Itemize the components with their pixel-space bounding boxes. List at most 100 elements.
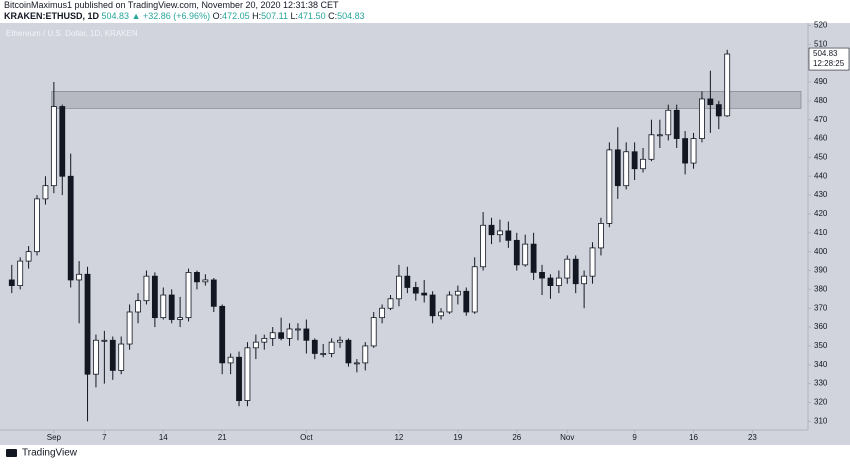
- candle-body: [690, 138, 697, 164]
- candle-body: [547, 277, 554, 286]
- y-tick-label: 310: [814, 416, 828, 425]
- candle-body: [269, 332, 276, 339]
- x-tick-label: 9: [632, 433, 637, 442]
- y-tick-label: 460: [814, 134, 828, 143]
- candle-body: [328, 341, 335, 354]
- candle-body: [488, 224, 495, 236]
- y-tick-label: 380: [814, 284, 828, 293]
- l-label: L:: [290, 11, 299, 21]
- candle-body: [665, 109, 672, 136]
- candle-body: [185, 272, 192, 319]
- candle-body: [564, 258, 571, 279]
- candle-body: [286, 328, 293, 339]
- candle-body: [194, 272, 200, 283]
- candle-body: [387, 298, 394, 309]
- candle-body: [715, 104, 722, 117]
- x-tick-label: 7: [102, 433, 107, 442]
- c-label: C:: [328, 11, 338, 21]
- candle-body: [135, 300, 141, 313]
- quote-line: KRAKEN:ETHUSD, 1D 504.83 ▲ +32.86 (+6.96…: [4, 11, 850, 22]
- x-tick-label: Oct: [300, 433, 313, 442]
- last: 504.83: [101, 11, 130, 21]
- x-tick-label: 16: [689, 433, 698, 442]
- candle-body: [252, 341, 259, 349]
- candle-body: [353, 362, 360, 365]
- candle-body: [244, 347, 251, 401]
- y-tick-label: 420: [814, 209, 828, 218]
- y-tick-label: 360: [814, 322, 828, 331]
- last-price-label: 504.83: [813, 49, 838, 58]
- y-tick-label: 480: [814, 96, 828, 105]
- candle-body: [572, 258, 579, 285]
- x-tick-label: 12: [394, 433, 403, 442]
- y-tick-label: 440: [814, 171, 828, 180]
- x-tick-label: 21: [218, 433, 227, 442]
- candle-body: [76, 273, 83, 281]
- candle-body: [160, 294, 167, 319]
- candle-body: [25, 251, 32, 262]
- chart-title: Ethereum / U.S. Dollar, 1D, KRAKEN: [6, 29, 138, 38]
- o: 472.05: [222, 11, 250, 21]
- candle-body: [311, 339, 318, 354]
- y-tick-label: 370: [814, 303, 828, 312]
- y-tick-label: 320: [814, 398, 828, 407]
- candle-body: [177, 317, 184, 320]
- candle-body: [202, 279, 209, 283]
- candle-body: [656, 134, 663, 137]
- candle-body: [555, 277, 562, 286]
- countdown: 12:28:25: [813, 59, 845, 68]
- candle-body: [84, 273, 91, 375]
- candle-body: [337, 339, 343, 343]
- y-tick-label: 390: [814, 266, 828, 275]
- resistance-band: [51, 91, 802, 109]
- candle-body: [42, 185, 49, 200]
- arrow: ▲: [131, 11, 141, 21]
- c: 504.83: [337, 11, 365, 21]
- candle-body: [151, 275, 158, 319]
- y-tick-label: 400: [814, 247, 828, 256]
- candle-body: [438, 311, 444, 317]
- logo: [6, 449, 17, 457]
- y-tick-label: 330: [814, 379, 828, 388]
- brand: TradingView: [22, 448, 78, 459]
- candle-body: [219, 305, 226, 364]
- candle-body: [50, 106, 57, 187]
- y-tick-label: 470: [814, 115, 828, 124]
- y-tick-label: 340: [814, 360, 828, 369]
- candle-body: [345, 339, 352, 364]
- candle-body: [429, 294, 436, 317]
- o-label: O:: [212, 11, 223, 21]
- candle-body: [320, 353, 327, 355]
- y-tick-label: 410: [814, 228, 828, 237]
- candle-body: [118, 343, 125, 371]
- y-tick-label: 350: [814, 341, 828, 350]
- candle-body: [513, 239, 520, 266]
- author-line: BitcoinMaximus1 published on TradingView…: [4, 0, 339, 10]
- candle-body: [34, 198, 40, 253]
- last-price-box: [808, 47, 850, 71]
- y-tick-label: 520: [814, 21, 828, 30]
- candle-body: [17, 260, 24, 286]
- candle-body: [278, 332, 285, 339]
- change: +32.86 (+6.96%): [143, 11, 211, 21]
- candle-body: [454, 290, 461, 296]
- candle-body: [101, 339, 108, 342]
- candle-body: [210, 279, 217, 307]
- candle-body: [581, 275, 588, 285]
- candle-body: [421, 292, 428, 296]
- y-tick-label: 490: [814, 77, 828, 86]
- candle-body: [126, 311, 133, 345]
- candle-body: [143, 275, 150, 302]
- candle-body: [93, 339, 99, 375]
- candle-body: [446, 294, 453, 313]
- candle-body: [623, 151, 630, 187]
- candle-body: [682, 138, 689, 164]
- candle-body: [497, 230, 503, 236]
- y-tick-label: 450: [814, 153, 828, 162]
- candle-body: [606, 149, 613, 224]
- x-tick-label: 23: [748, 433, 757, 442]
- candle-body: [8, 279, 15, 286]
- candle-body: [539, 272, 545, 279]
- candle-body: [631, 151, 638, 170]
